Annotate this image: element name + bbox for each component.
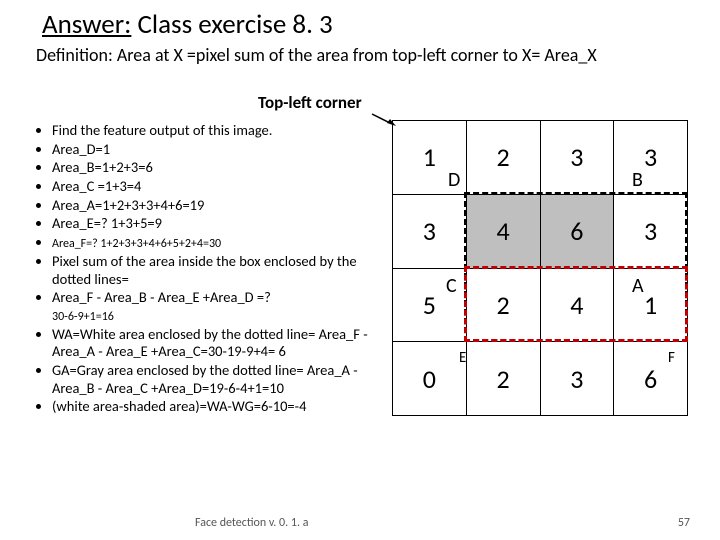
label-E: E [459,349,466,367]
grid-cell: 4 [466,194,540,268]
bullet-item: Area_D=1 [52,141,370,159]
table-row: 3 4 6 3 [393,194,688,268]
grid-cell: 2 [466,342,540,416]
grid-cell: 3 [540,121,614,195]
top-left-corner-label: Top-left corner [258,92,362,113]
bullet-item: GA=Gray area enclosed by the dotted line… [52,362,370,397]
grid-cell: 3 [614,194,688,268]
footer-left: Face detection v. 0. 1. a [195,516,308,530]
table-row: 1 2 3 3 [393,121,688,195]
grid-cell: 4 [540,268,614,342]
slide-number: 57 [678,516,690,530]
grid-cell: 3 [540,342,614,416]
bullet-item: WA=White area enclosed by the dotted lin… [52,326,370,361]
label-D: D [448,168,460,192]
bullet-item: Find the feature output of this image. [52,122,370,140]
bullet-list: Find the feature output of this image. A… [30,122,370,417]
bullet-item: Area_E=? 1+3+5=9 [52,215,370,233]
grid-cell: 0 [393,342,467,416]
label-C: C [446,274,457,298]
grid-cell: 3 [614,121,688,195]
grid-cell: 1 [614,268,688,342]
bullet-item: Pixel sum of the area inside the box enc… [52,253,370,288]
bullet-item: Area_F=? 1+2+3+3+4+6+5+2+4=30 [52,234,370,252]
definition-text: Definition: Area at X =pixel sum of the … [36,44,597,66]
bullet-item: Area_C =1+3=4 [52,178,370,196]
bullet-item: Area_F - Area_B - Area_E +Area_D =? 30-6… [52,289,370,324]
grid-cell: 3 [393,194,467,268]
bullet-item: Area_A=1+2+3+3+4+6=19 [52,197,370,215]
label-B: B [632,168,643,192]
grid-cell: 6 [614,342,688,416]
pixel-grid: 1 2 3 3 3 4 6 3 5 2 4 1 0 2 3 6 [392,120,688,416]
grid-cell: 2 [466,268,540,342]
label-F: F [668,349,675,367]
bullet-item: (white area-shaded area)=WA-WG=6-10=-4 [52,398,370,416]
title-rest: Class exercise 8. 3 [131,8,332,41]
label-A: A [632,274,644,298]
grid-cell: 2 [466,121,540,195]
grid-table: 1 2 3 3 3 4 6 3 5 2 4 1 0 2 3 6 [392,120,688,416]
bullet-item: Area_B=1+2+3=6 [52,159,370,177]
title-underline: Answer: [42,8,131,41]
table-row: 0 2 3 6 [393,342,688,416]
slide-title: Answer: Class exercise 8. 3 [42,8,333,41]
grid-cell: 6 [540,194,614,268]
